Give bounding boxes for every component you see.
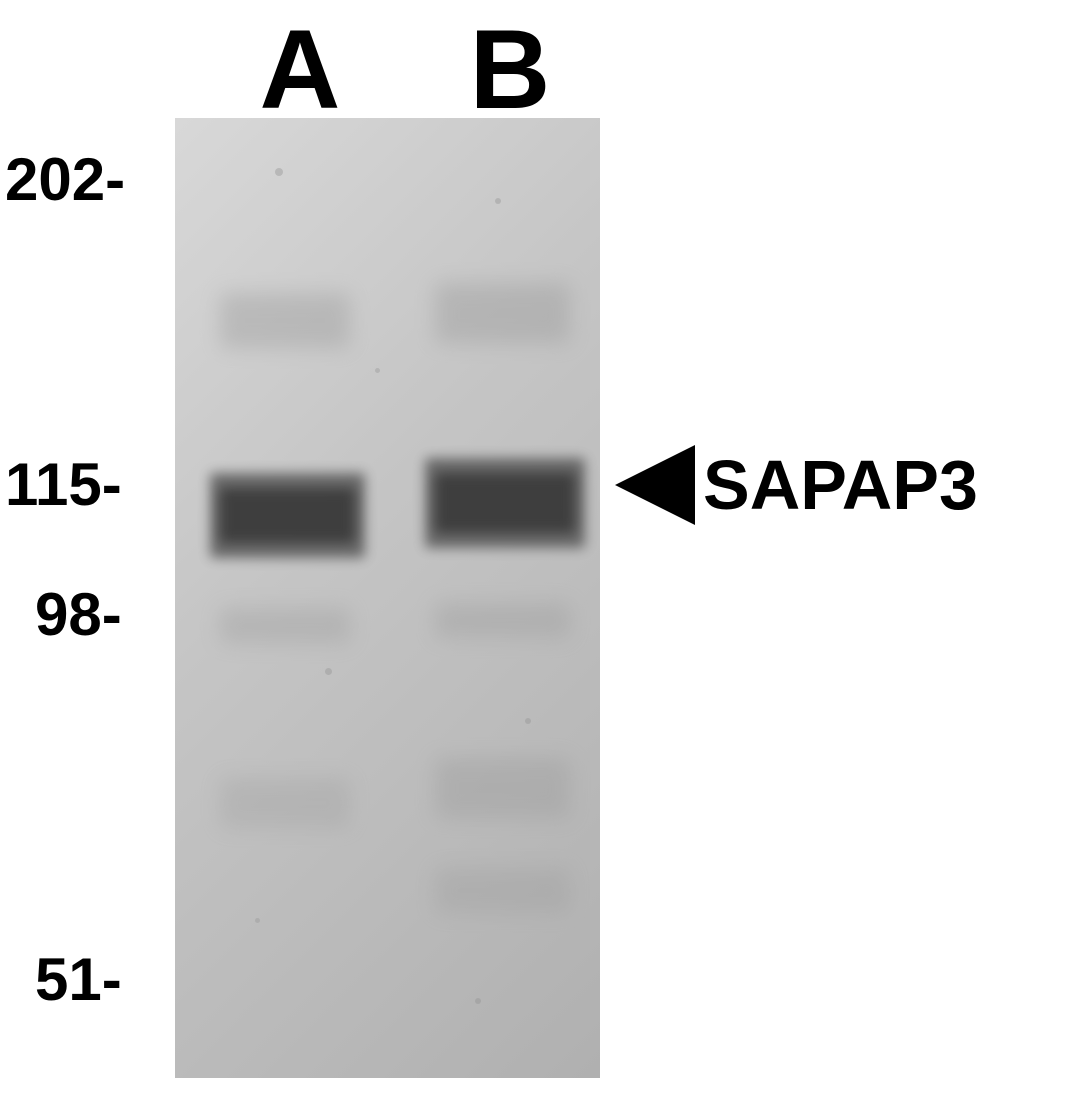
marker-202: 202- [5,145,125,214]
noise-spot [495,198,501,204]
western-blot-figure: A B 202- 115- 98- 51- SAPAP3 [0,0,1080,1107]
faint-band [435,758,570,818]
noise-spot [525,718,531,724]
noise-spot [275,168,283,176]
faint-band [220,608,350,643]
blot-membrane [175,118,600,1078]
faint-band [220,293,350,348]
noise-spot [475,998,481,1004]
noise-spot [375,368,380,373]
marker-115: 115- [5,450,122,519]
noise-spot [255,918,260,923]
faint-band [435,868,570,913]
faint-band [435,283,570,343]
lane-label-b: B [445,5,575,134]
target-label: SAPAP3 [615,445,978,525]
band-lane-b-inner [435,473,575,533]
marker-51: 51- [35,945,122,1014]
faint-band [435,603,570,638]
band-lane-a-inner [220,488,355,543]
faint-band [220,778,350,828]
arrow-left-icon [615,445,695,525]
marker-98: 98- [35,580,122,649]
blot-background [175,118,600,1078]
target-label-text: SAPAP3 [703,445,978,525]
noise-spot [325,668,332,675]
lane-label-a: A [235,5,365,134]
